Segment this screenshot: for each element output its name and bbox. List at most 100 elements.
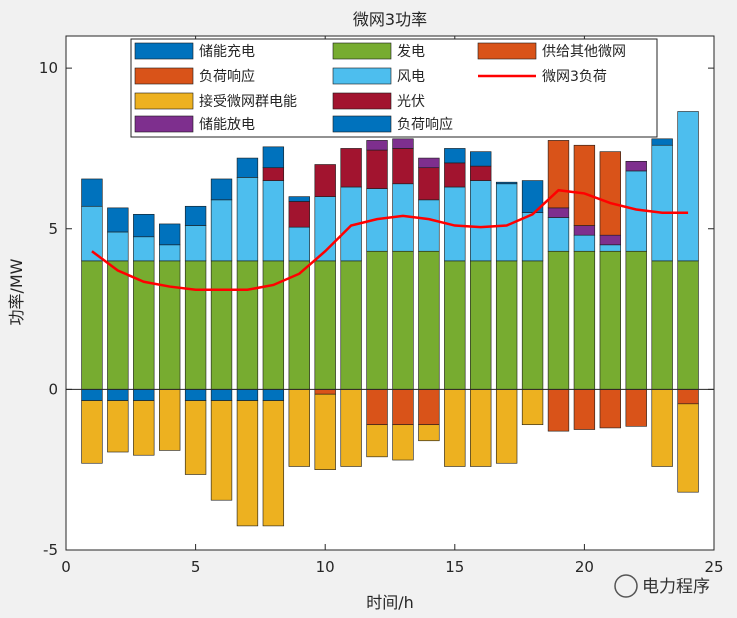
bar-segment-s2-h12: [366, 149, 388, 189]
watermark: 电力程序: [614, 574, 710, 598]
bar-segment-s4-h6: [210, 178, 233, 201]
bar-segment-s4-h2: [107, 207, 129, 233]
legend-label-0: 储能充电: [199, 44, 255, 60]
bar-segment-s2-h8: [262, 167, 285, 181]
bar-segment-s7-h21: [599, 389, 621, 429]
bar-segment-s0-h10: [314, 260, 336, 390]
x-tick-label-20: 20: [575, 558, 594, 576]
bar-segment-s6-h6: [210, 389, 233, 401]
legend-label-10: 负荷响应: [397, 116, 453, 133]
bar-segment-s0-h13: [392, 250, 414, 390]
bar-segment-s0-h20: [573, 250, 596, 390]
legend-swatch-7: [332, 92, 392, 110]
bar-segment-s2-h10: [314, 164, 336, 197]
bar-segment-s3-h14: [418, 157, 440, 169]
bar-segment-s1-h2: [107, 231, 129, 262]
bar-segment-s0-h16: [470, 260, 492, 390]
bar-segment-s1-h4: [159, 244, 181, 262]
bar-segment-s0-h11: [340, 260, 362, 390]
legend-swatch-1: [332, 42, 392, 60]
bar-segment-s8-h8: [262, 400, 285, 527]
bar-segment-s0-h2: [107, 260, 129, 390]
legend-box: [130, 38, 658, 138]
bar-segment-s0-h7: [236, 260, 259, 390]
bar-segment-s8-h24: [677, 403, 699, 493]
bar-segment-s2-h15: [444, 162, 466, 188]
legend-swatch-3: [134, 67, 194, 85]
legend-label-2: 供给其他微网: [542, 44, 626, 60]
bar-segment-s0-h23: [651, 260, 673, 390]
bar-segment-s4-h15: [444, 148, 466, 164]
bar-segment-s1-h20: [573, 234, 596, 252]
bar-segment-s2-h16: [470, 165, 492, 181]
bar-segment-s0-h9: [288, 260, 310, 390]
bar-segment-s2-h9: [288, 201, 310, 228]
bar-segment-s3-h12: [366, 140, 388, 151]
bar-segment-s8-h15: [444, 389, 466, 467]
bar-segment-s1-h24: [677, 111, 699, 262]
bar-segment-s8-h7: [236, 400, 259, 527]
bar-segment-s7-h22: [625, 389, 647, 427]
y-axis-label: 功率/MW: [7, 258, 26, 325]
y-tick-label-10: 10: [39, 59, 58, 77]
bar-segment-s0-h22: [625, 250, 647, 390]
bar-segment-s0-h19: [547, 250, 570, 390]
bar-segment-s7-h24: [677, 389, 699, 405]
bar-segment-s3-h13: [392, 138, 414, 149]
bar-segment-s0-h4: [159, 260, 181, 390]
x-tick-label-25: 25: [704, 558, 723, 576]
bar-segment-s0-h17: [495, 260, 518, 390]
bar-segment-s5-h20: [573, 144, 596, 226]
bar-segment-s3-h22: [625, 160, 647, 172]
bar-segment-s7-h14: [418, 389, 440, 426]
bar-segment-s0-h15: [444, 260, 466, 390]
bar-segment-s8-h3: [133, 400, 155, 456]
bar-segment-s8-h11: [340, 389, 362, 467]
y-tick-label-0: 0: [48, 380, 58, 398]
bar-segment-s7-h12: [366, 389, 388, 426]
bar-segment-s0-h18: [521, 260, 544, 390]
bar-segment-s0-h6: [210, 260, 233, 390]
bar-segment-s6-h8: [262, 389, 285, 401]
bar-segment-s1-h5: [184, 225, 207, 262]
watermark-text: 电力程序: [642, 577, 710, 597]
bar-segment-s8-h9: [288, 389, 310, 467]
x-tick-label-0: 0: [61, 558, 71, 576]
series-line-9: [91, 188, 689, 292]
legend-label-3: 负荷响应: [199, 68, 255, 85]
plot-frame: [65, 35, 715, 551]
bar-segment-s4-h7: [236, 157, 259, 178]
bar-segment-s1-h19: [547, 217, 570, 252]
bar-segment-s1-h18: [521, 212, 544, 262]
load-line-layer: [91, 188, 689, 292]
bars-layer: [81, 111, 699, 527]
bar-segment-s4-h17: [495, 181, 518, 185]
bar-segment-s7-h13: [392, 389, 414, 426]
bar-segment-s1-h7: [236, 177, 259, 262]
legend-label-1: 发电: [397, 44, 425, 60]
bar-segment-s7-h19: [547, 389, 570, 432]
bar-segment-s1-h23: [651, 144, 673, 262]
bar-segment-s0-h8: [262, 260, 285, 390]
bar-segment-s8-h16: [470, 389, 492, 467]
bar-segment-s0-h1: [81, 260, 103, 390]
bar-segment-s3-h19: [547, 207, 570, 218]
watermark-icon: [614, 574, 638, 598]
bar-segment-s4-h23: [651, 138, 673, 146]
bar-segment-s0-h24: [677, 260, 699, 390]
legend-swatch-10: [332, 115, 392, 133]
bar-segment-s4-h1: [81, 178, 103, 207]
bar-segment-s8-h4: [159, 389, 181, 451]
legend-label-9: 储能放电: [199, 117, 255, 133]
bar-segment-s8-h18: [521, 389, 544, 426]
x-tick-label-5: 5: [191, 558, 201, 576]
bar-segment-s8-h13: [392, 424, 414, 461]
bar-segment-s1-h3: [133, 236, 155, 262]
y-tick-label-5: 5: [48, 220, 58, 238]
bar-segment-s0-h3: [133, 260, 155, 390]
bar-segment-s1-h16: [470, 180, 492, 262]
bar-segment-s8-h14: [418, 424, 440, 442]
bar-segment-s0-h14: [418, 250, 440, 390]
